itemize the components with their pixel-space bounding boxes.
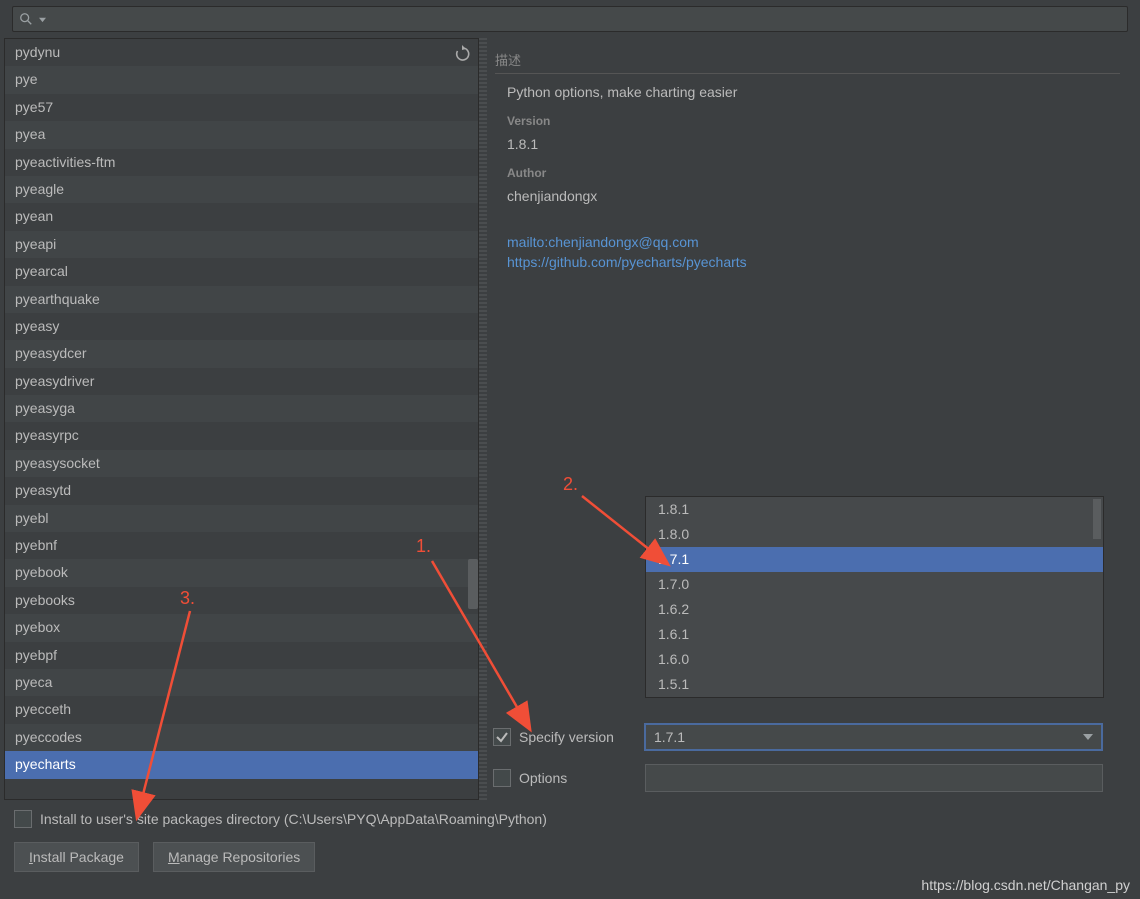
version-option[interactable]: 1.7.1 xyxy=(646,547,1103,572)
options-checkbox[interactable] xyxy=(493,769,511,787)
refresh-icon[interactable] xyxy=(454,45,472,63)
package-item[interactable]: pyeasyga xyxy=(5,395,478,422)
watermark: https://blog.csdn.net/Changan_py xyxy=(921,877,1130,893)
package-list: pydynupyepye57pyeapyeactivities-ftmpyeag… xyxy=(5,39,478,779)
email-link[interactable]: mailto:chenjiandongx@qq.com xyxy=(507,232,1120,252)
package-item[interactable]: pyeasydriver xyxy=(5,368,478,395)
package-item[interactable]: pyeccodes xyxy=(5,724,478,751)
bottom-bar: Install to user's site packages director… xyxy=(0,800,1140,882)
details-panel: 描述 Python options, make charting easier … xyxy=(487,38,1136,800)
search-dropdown-icon[interactable] xyxy=(39,16,46,23)
options-label: Options xyxy=(519,770,567,786)
install-package-button[interactable]: Install Package xyxy=(14,842,139,872)
package-item[interactable]: pyeasy xyxy=(5,313,478,340)
install-dir-checkbox[interactable] xyxy=(14,810,32,828)
package-item[interactable]: pyeactivities-ftm xyxy=(5,149,478,176)
specify-version-select[interactable]: 1.7.1 xyxy=(644,723,1103,751)
package-item[interactable]: pye xyxy=(5,66,478,93)
manage-repositories-button[interactable]: Manage Repositories xyxy=(153,842,315,872)
package-item[interactable]: pyearcal xyxy=(5,258,478,285)
author-label: Author xyxy=(507,166,1120,180)
package-list-panel: pydynupyepye57pyeapyeactivities-ftmpyeag… xyxy=(4,38,479,800)
search-bar[interactable] xyxy=(12,6,1128,32)
package-item[interactable]: pyebook xyxy=(5,559,478,586)
package-item[interactable]: pyebooks xyxy=(5,587,478,614)
package-item[interactable]: pyeasysocket xyxy=(5,450,478,477)
version-value: 1.8.1 xyxy=(507,136,1120,152)
package-item[interactable]: pyeapi xyxy=(5,231,478,258)
specify-version-value: 1.7.1 xyxy=(654,729,685,745)
package-item[interactable]: pyeasyrpc xyxy=(5,422,478,449)
version-option[interactable]: 1.7.0 xyxy=(646,572,1103,597)
version-option[interactable]: 1.5.1 xyxy=(646,672,1103,697)
check-icon xyxy=(495,730,509,744)
version-option[interactable]: 1.6.1 xyxy=(646,622,1103,647)
version-option[interactable]: 1.6.2 xyxy=(646,597,1103,622)
search-input[interactable] xyxy=(52,12,1121,27)
package-item[interactable]: pyeasytd xyxy=(5,477,478,504)
package-item[interactable]: pyebox xyxy=(5,614,478,641)
package-item[interactable]: pyebnf xyxy=(5,532,478,559)
package-item[interactable]: pyean xyxy=(5,203,478,230)
package-item[interactable]: pyecharts xyxy=(5,751,478,778)
version-dropdown-scrollbar[interactable] xyxy=(1093,499,1101,539)
specify-version-checkbox[interactable] xyxy=(493,728,511,746)
description-section-title: 描述 xyxy=(495,46,1120,74)
author-value: chenjiandongx xyxy=(507,188,1120,204)
specify-version-row: Specify version 1.7.1 xyxy=(493,723,1103,751)
install-dir-row: Install to user's site packages director… xyxy=(14,810,1126,828)
version-option[interactable]: 1.6.0 xyxy=(646,647,1103,672)
version-option[interactable]: 1.8.0 xyxy=(646,522,1103,547)
package-description: Python options, make charting easier xyxy=(507,84,1120,100)
package-item[interactable]: pyeagle xyxy=(5,176,478,203)
package-item[interactable]: pyecceth xyxy=(5,696,478,723)
specify-version-label: Specify version xyxy=(519,729,614,745)
version-option[interactable]: 1.8.1 xyxy=(646,497,1103,522)
repo-link[interactable]: https://github.com/pyecharts/pyecharts xyxy=(507,252,1120,272)
package-item[interactable]: pye57 xyxy=(5,94,478,121)
panel-splitter[interactable] xyxy=(479,38,487,800)
install-dir-label: Install to user's site packages director… xyxy=(40,811,547,827)
package-item[interactable]: pyeca xyxy=(5,669,478,696)
package-item[interactable]: pyebl xyxy=(5,505,478,532)
package-item[interactable]: pyearthquake xyxy=(5,286,478,313)
chevron-down-icon xyxy=(1083,734,1093,740)
package-item[interactable]: pydynu xyxy=(5,39,478,66)
search-icon xyxy=(19,12,33,26)
options-row: Options xyxy=(493,764,1103,792)
package-item[interactable]: pyea xyxy=(5,121,478,148)
package-list-scrollbar[interactable] xyxy=(468,559,478,609)
version-dropdown[interactable]: 1.8.11.8.01.7.11.7.01.6.21.6.11.6.01.5.1 xyxy=(645,496,1104,698)
package-item[interactable]: pyeasydcer xyxy=(5,340,478,367)
package-item[interactable]: pyebpf xyxy=(5,642,478,669)
version-label: Version xyxy=(507,114,1120,128)
options-input[interactable] xyxy=(645,764,1103,792)
